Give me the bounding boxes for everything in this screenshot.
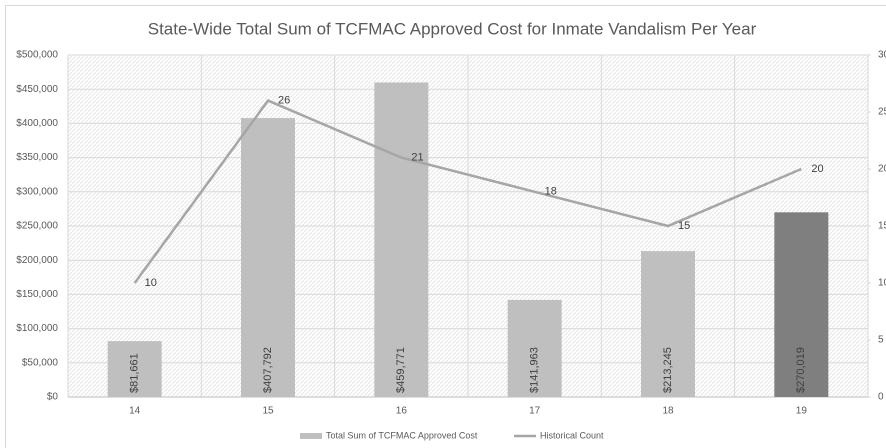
y-tick-label: $150,000: [16, 289, 58, 300]
bar-value-label: $141,963: [529, 347, 541, 393]
x-tick-label: 15: [262, 406, 274, 417]
x-tick-label: 19: [796, 406, 808, 417]
line: [133, 99, 802, 284]
line-value-label: 26: [278, 95, 290, 107]
y2-tick-label: 15: [878, 221, 886, 232]
chart-title: State-Wide Total Sum of TCFMAC Approved …: [148, 19, 757, 38]
y-tick-label: $450,000: [16, 84, 58, 95]
bar: [107, 341, 162, 397]
y-tick-label: $400,000: [16, 118, 58, 129]
bar: [507, 299, 562, 397]
bar: [774, 212, 829, 397]
bar-value-label: $270,019: [795, 347, 807, 393]
bar: [374, 82, 429, 398]
y2-tick-label: 25: [878, 107, 886, 118]
y-tick-label: $50,000: [22, 357, 59, 368]
line-value-label: 21: [411, 152, 423, 164]
line-value-label: 15: [678, 220, 690, 232]
y-tick-label: $350,000: [16, 152, 58, 163]
y2-tick-label: 10: [878, 278, 886, 289]
bar-value-label: $407,792: [262, 347, 274, 393]
y2-tick-label: 5: [878, 335, 884, 346]
x-tick-label: 17: [529, 406, 541, 417]
y-tick-label: $250,000: [16, 221, 58, 232]
line-value-label: 18: [545, 186, 557, 198]
y2-tick-label: 20: [878, 164, 886, 175]
legend-label: Historical Count: [540, 430, 604, 440]
y-tick-label: $0: [47, 392, 59, 403]
y-tick-label: $500,000: [16, 50, 58, 61]
y-tick-label: $200,000: [16, 255, 58, 266]
y-tick-label: $100,000: [16, 323, 58, 334]
y2-tick-label: 0: [878, 392, 884, 403]
line-value-label: 10: [145, 277, 157, 289]
y-tick-label: $300,000: [16, 186, 58, 197]
y2-tick-label: 30: [878, 50, 886, 61]
x-tick-label: 18: [662, 406, 674, 417]
bar: [241, 118, 295, 397]
x-tick-label: 16: [396, 406, 408, 417]
x-tick-label: 14: [129, 406, 141, 417]
line-value-label: 20: [811, 163, 823, 175]
bar: [641, 251, 695, 397]
legend-label: Total Sum of TCFMAC Approved Cost: [326, 430, 478, 440]
bar-value-label: $459,771: [395, 347, 407, 393]
bar-value-label: $213,245: [662, 347, 674, 393]
bar-value-label: $81,661: [129, 353, 141, 393]
legend-swatch: [300, 433, 322, 439]
